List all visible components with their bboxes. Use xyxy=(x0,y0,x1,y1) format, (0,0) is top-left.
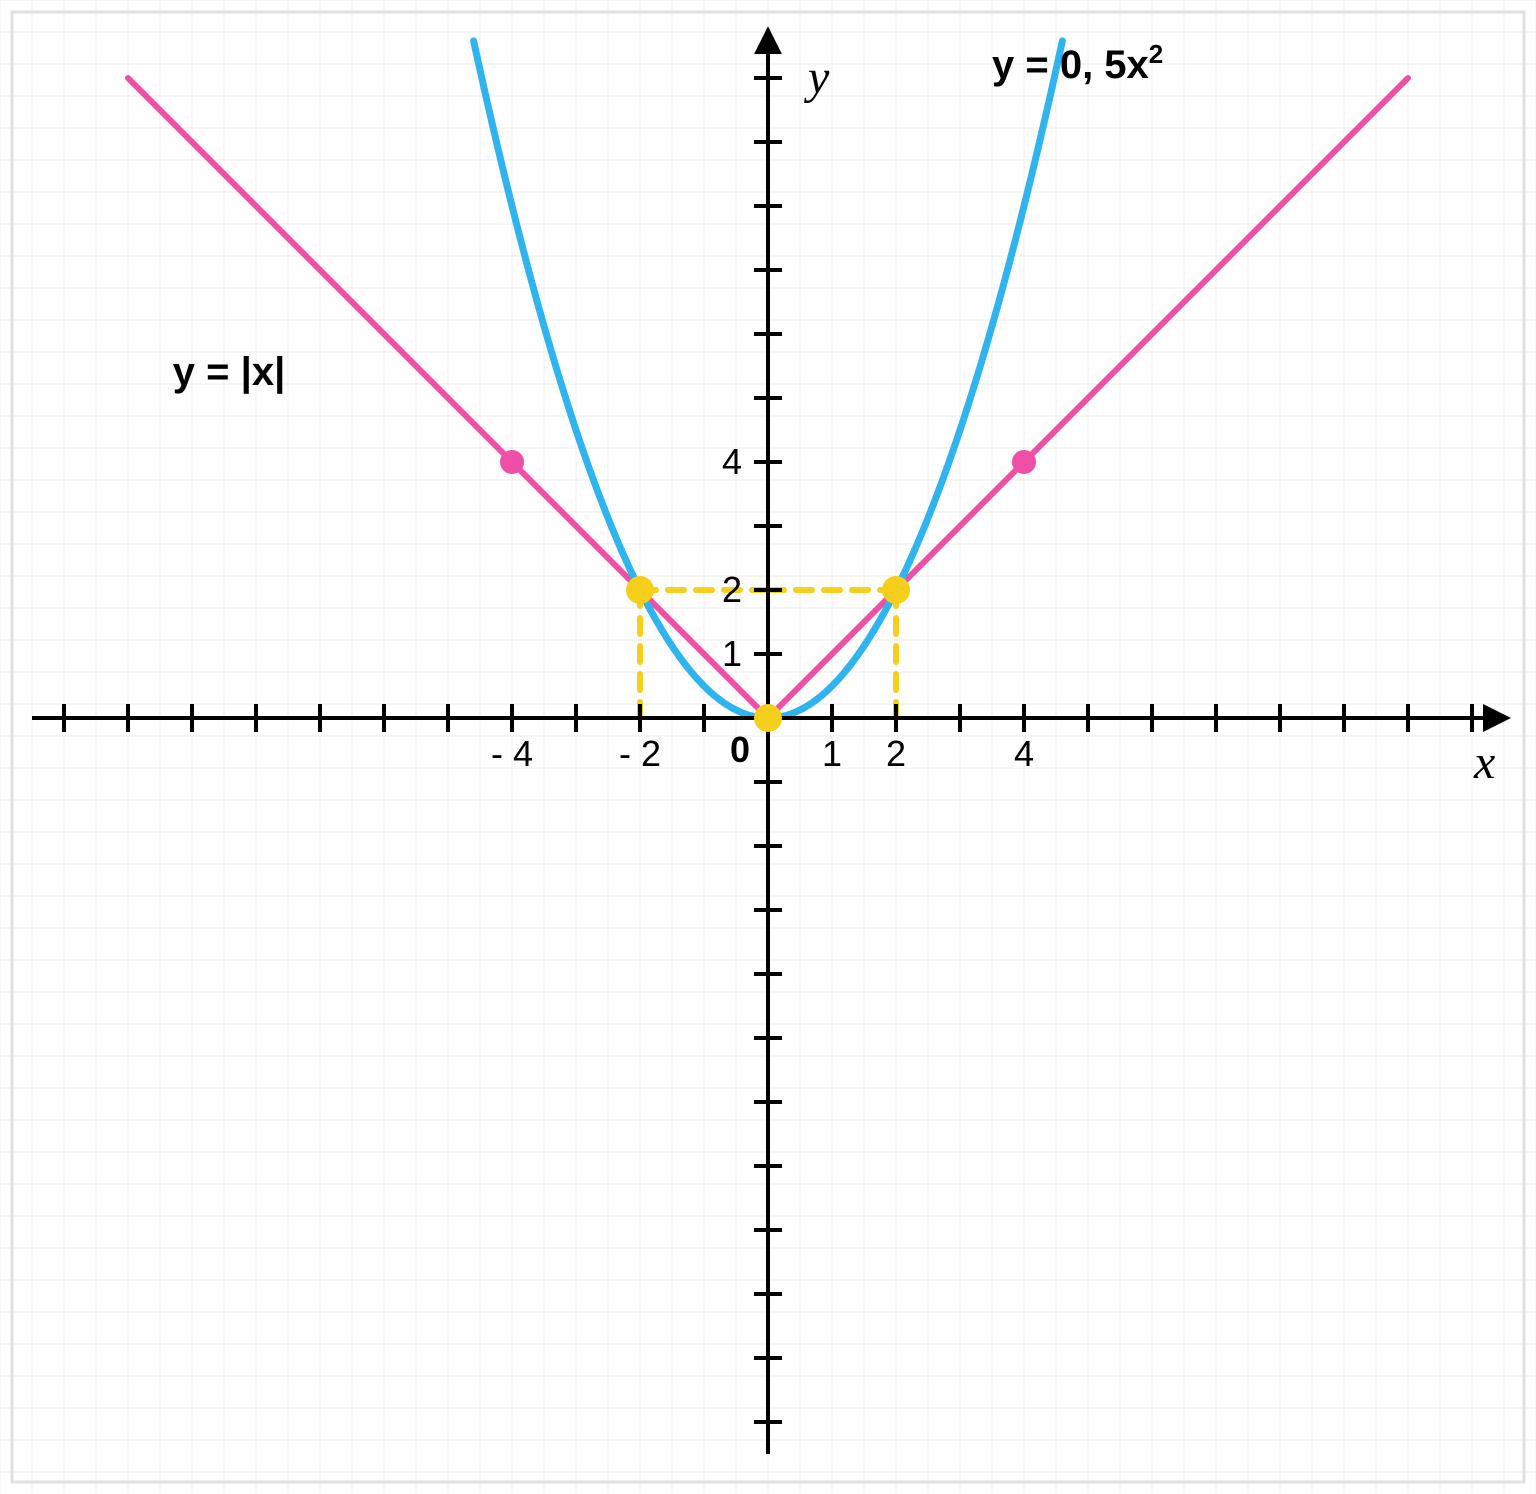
intersection-point xyxy=(882,576,910,604)
intersection-point xyxy=(626,576,654,604)
parabola-formula-label: y = 0, 5x2 xyxy=(992,39,1163,87)
y-tick-label: 1 xyxy=(722,633,742,674)
x-tick-label: - 2 xyxy=(619,733,661,774)
abs-point xyxy=(500,450,524,474)
y-axis-label: y xyxy=(803,51,830,104)
x-tick-label: 4 xyxy=(1014,733,1034,774)
intersection-point xyxy=(754,704,782,732)
origin-label: 0 xyxy=(730,729,750,770)
x-tick-label: 2 xyxy=(886,733,906,774)
abs-point xyxy=(1012,450,1036,474)
x-tick-label: - 4 xyxy=(491,733,533,774)
x-axis-label: x xyxy=(1473,736,1495,789)
math-graph: y x 0 - 4 - 2 1 2 4 1 2 4 y = |x| y = 0, 5x2 xyxy=(0,0,1536,1494)
y-tick-label: 4 xyxy=(722,441,742,482)
y-tick-label: 2 xyxy=(722,569,742,610)
x-tick-label: 1 xyxy=(822,733,842,774)
abs-formula-label: y = |x| xyxy=(173,350,285,394)
